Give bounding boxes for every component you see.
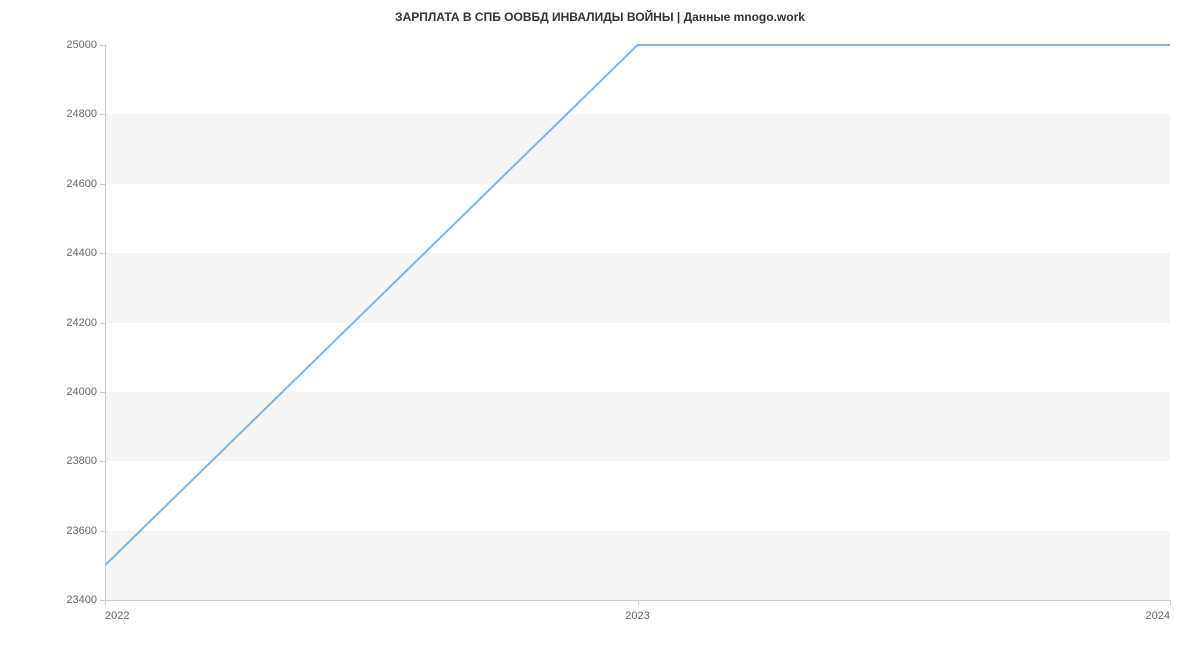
x-tick-label: 2023 bbox=[625, 600, 649, 622]
y-tick-label: 24800 bbox=[66, 108, 105, 120]
y-tick-label: 23800 bbox=[66, 455, 105, 467]
y-axis-line bbox=[105, 45, 106, 600]
x-tick-label: 2024 bbox=[1146, 600, 1170, 622]
plot-area: 2340023600238002400024200244002460024800… bbox=[105, 45, 1170, 600]
y-tick-label: 24400 bbox=[66, 247, 105, 259]
y-tick-label: 23400 bbox=[66, 594, 105, 606]
y-tick-label: 25000 bbox=[66, 39, 105, 51]
y-tick-label: 24000 bbox=[66, 386, 105, 398]
line-series-salary bbox=[105, 45, 1170, 565]
line-series-layer bbox=[105, 45, 1170, 600]
salary-chart: ЗАРПЛАТА В СПБ ООВБД ИНВАЛИДЫ ВОЙНЫ | Да… bbox=[0, 0, 1200, 650]
x-tick-label: 2022 bbox=[105, 600, 129, 622]
chart-title: ЗАРПЛАТА В СПБ ООВБД ИНВАЛИДЫ ВОЙНЫ | Да… bbox=[0, 10, 1200, 24]
y-tick-label: 24200 bbox=[66, 317, 105, 329]
y-tick-label: 24600 bbox=[66, 178, 105, 190]
x-tick-mark bbox=[1170, 600, 1171, 605]
y-tick-label: 23600 bbox=[66, 525, 105, 537]
